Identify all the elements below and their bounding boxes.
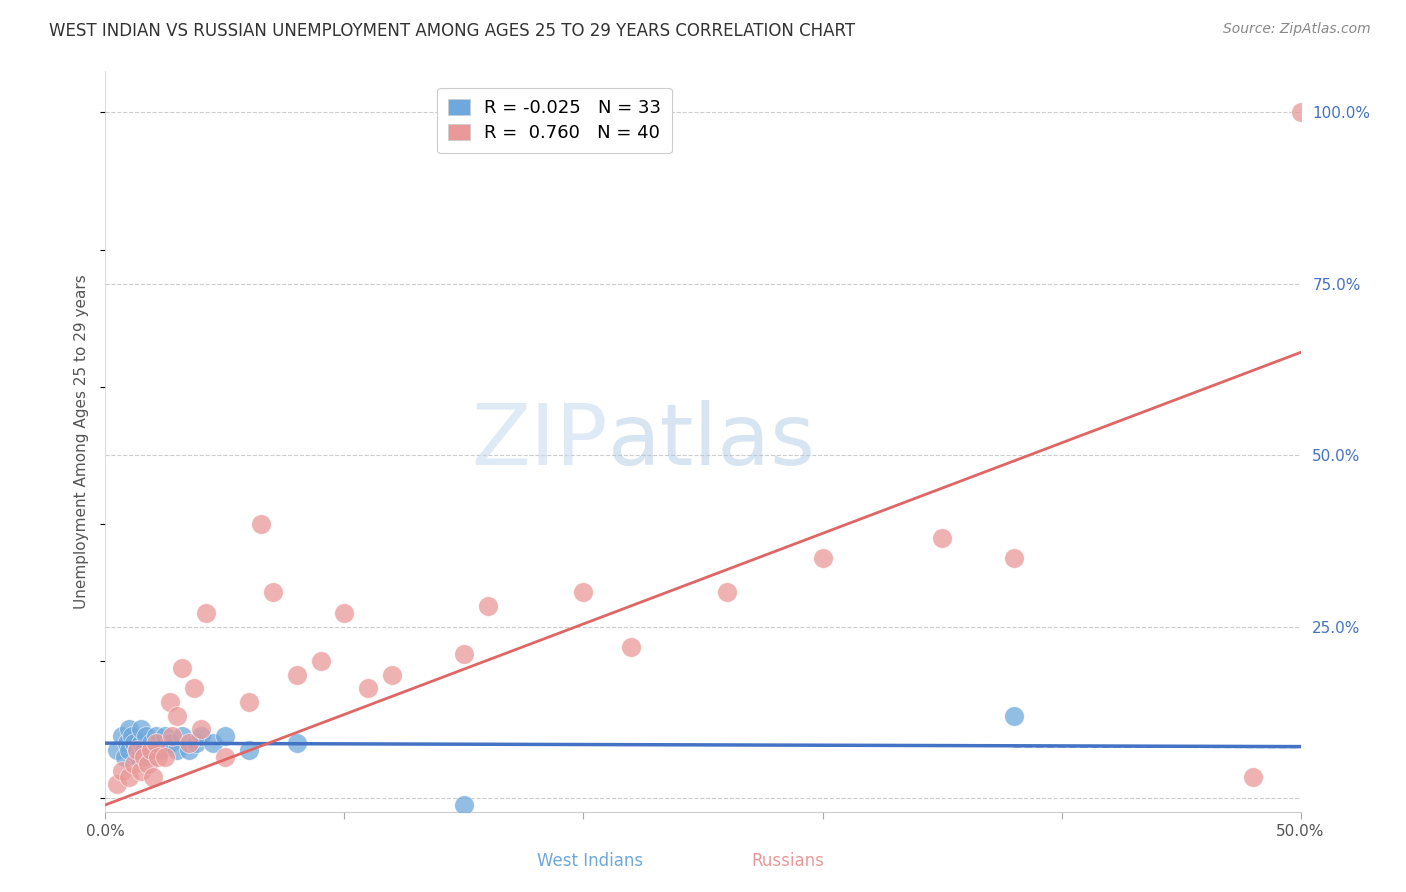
Point — [357, 681, 380, 696]
Text: atlas: atlas — [607, 400, 815, 483]
Y-axis label: Unemployment Among Ages 25 to 29 years: Unemployment Among Ages 25 to 29 years — [75, 274, 90, 609]
Text: Source: ZipAtlas.com: Source: ZipAtlas.com — [1223, 22, 1371, 37]
Point — [142, 771, 165, 785]
Point — [146, 750, 169, 764]
Point — [177, 743, 201, 757]
Point — [132, 743, 155, 757]
Point — [477, 599, 499, 613]
Point — [238, 743, 260, 757]
Point — [121, 729, 143, 743]
Point — [153, 729, 177, 743]
Point — [138, 756, 160, 771]
Point — [128, 750, 150, 764]
Point — [139, 743, 162, 757]
Point — [1241, 771, 1264, 785]
Point — [166, 708, 188, 723]
Point — [1002, 551, 1025, 566]
Point — [159, 695, 181, 709]
Point — [139, 736, 162, 750]
Point — [202, 736, 225, 750]
Point — [142, 743, 165, 757]
Point — [153, 750, 177, 764]
Point — [285, 736, 308, 750]
Point — [811, 551, 834, 566]
Point — [129, 736, 153, 750]
Point — [285, 667, 308, 681]
Point — [118, 743, 141, 757]
Point — [118, 771, 141, 785]
Point — [132, 750, 155, 764]
Point — [118, 723, 141, 737]
Point — [162, 729, 184, 743]
Point — [572, 585, 595, 599]
Point — [129, 764, 153, 778]
Text: West Indians: West Indians — [537, 852, 644, 870]
Point — [159, 736, 181, 750]
Point — [177, 736, 201, 750]
Point — [170, 661, 193, 675]
Legend: R = -0.025   N = 33, R =  0.760   N = 40: R = -0.025 N = 33, R = 0.760 N = 40 — [437, 87, 672, 153]
Point — [309, 654, 332, 668]
Point — [107, 777, 129, 791]
Point — [114, 750, 136, 764]
Point — [146, 736, 169, 750]
Point — [931, 531, 953, 545]
Point — [135, 729, 157, 743]
Point — [194, 606, 217, 620]
Point — [129, 723, 153, 737]
Point — [111, 729, 134, 743]
Point — [170, 729, 193, 743]
Text: ZIP: ZIP — [471, 400, 607, 483]
Point — [250, 516, 273, 531]
Text: Russians: Russians — [751, 852, 824, 870]
Point — [190, 723, 212, 737]
Point — [214, 729, 236, 743]
Point — [145, 729, 167, 743]
Point — [122, 736, 145, 750]
Point — [186, 736, 208, 750]
Point — [183, 681, 205, 696]
Point — [716, 585, 738, 599]
Point — [107, 743, 129, 757]
Point — [190, 729, 212, 743]
Point — [214, 750, 236, 764]
Point — [145, 736, 167, 750]
Point — [333, 606, 356, 620]
Point — [620, 640, 643, 655]
Point — [166, 743, 188, 757]
Point — [453, 647, 475, 661]
Point — [115, 736, 138, 750]
Point — [125, 743, 148, 757]
Point — [125, 743, 148, 757]
Point — [149, 743, 172, 757]
Point — [381, 667, 404, 681]
Point — [1002, 708, 1025, 723]
Point — [1289, 105, 1312, 120]
Point — [111, 764, 134, 778]
Point — [453, 797, 475, 812]
Point — [138, 750, 160, 764]
Point — [238, 695, 260, 709]
Point — [122, 756, 145, 771]
Text: WEST INDIAN VS RUSSIAN UNEMPLOYMENT AMONG AGES 25 TO 29 YEARS CORRELATION CHART: WEST INDIAN VS RUSSIAN UNEMPLOYMENT AMON… — [49, 22, 855, 40]
Point — [262, 585, 284, 599]
